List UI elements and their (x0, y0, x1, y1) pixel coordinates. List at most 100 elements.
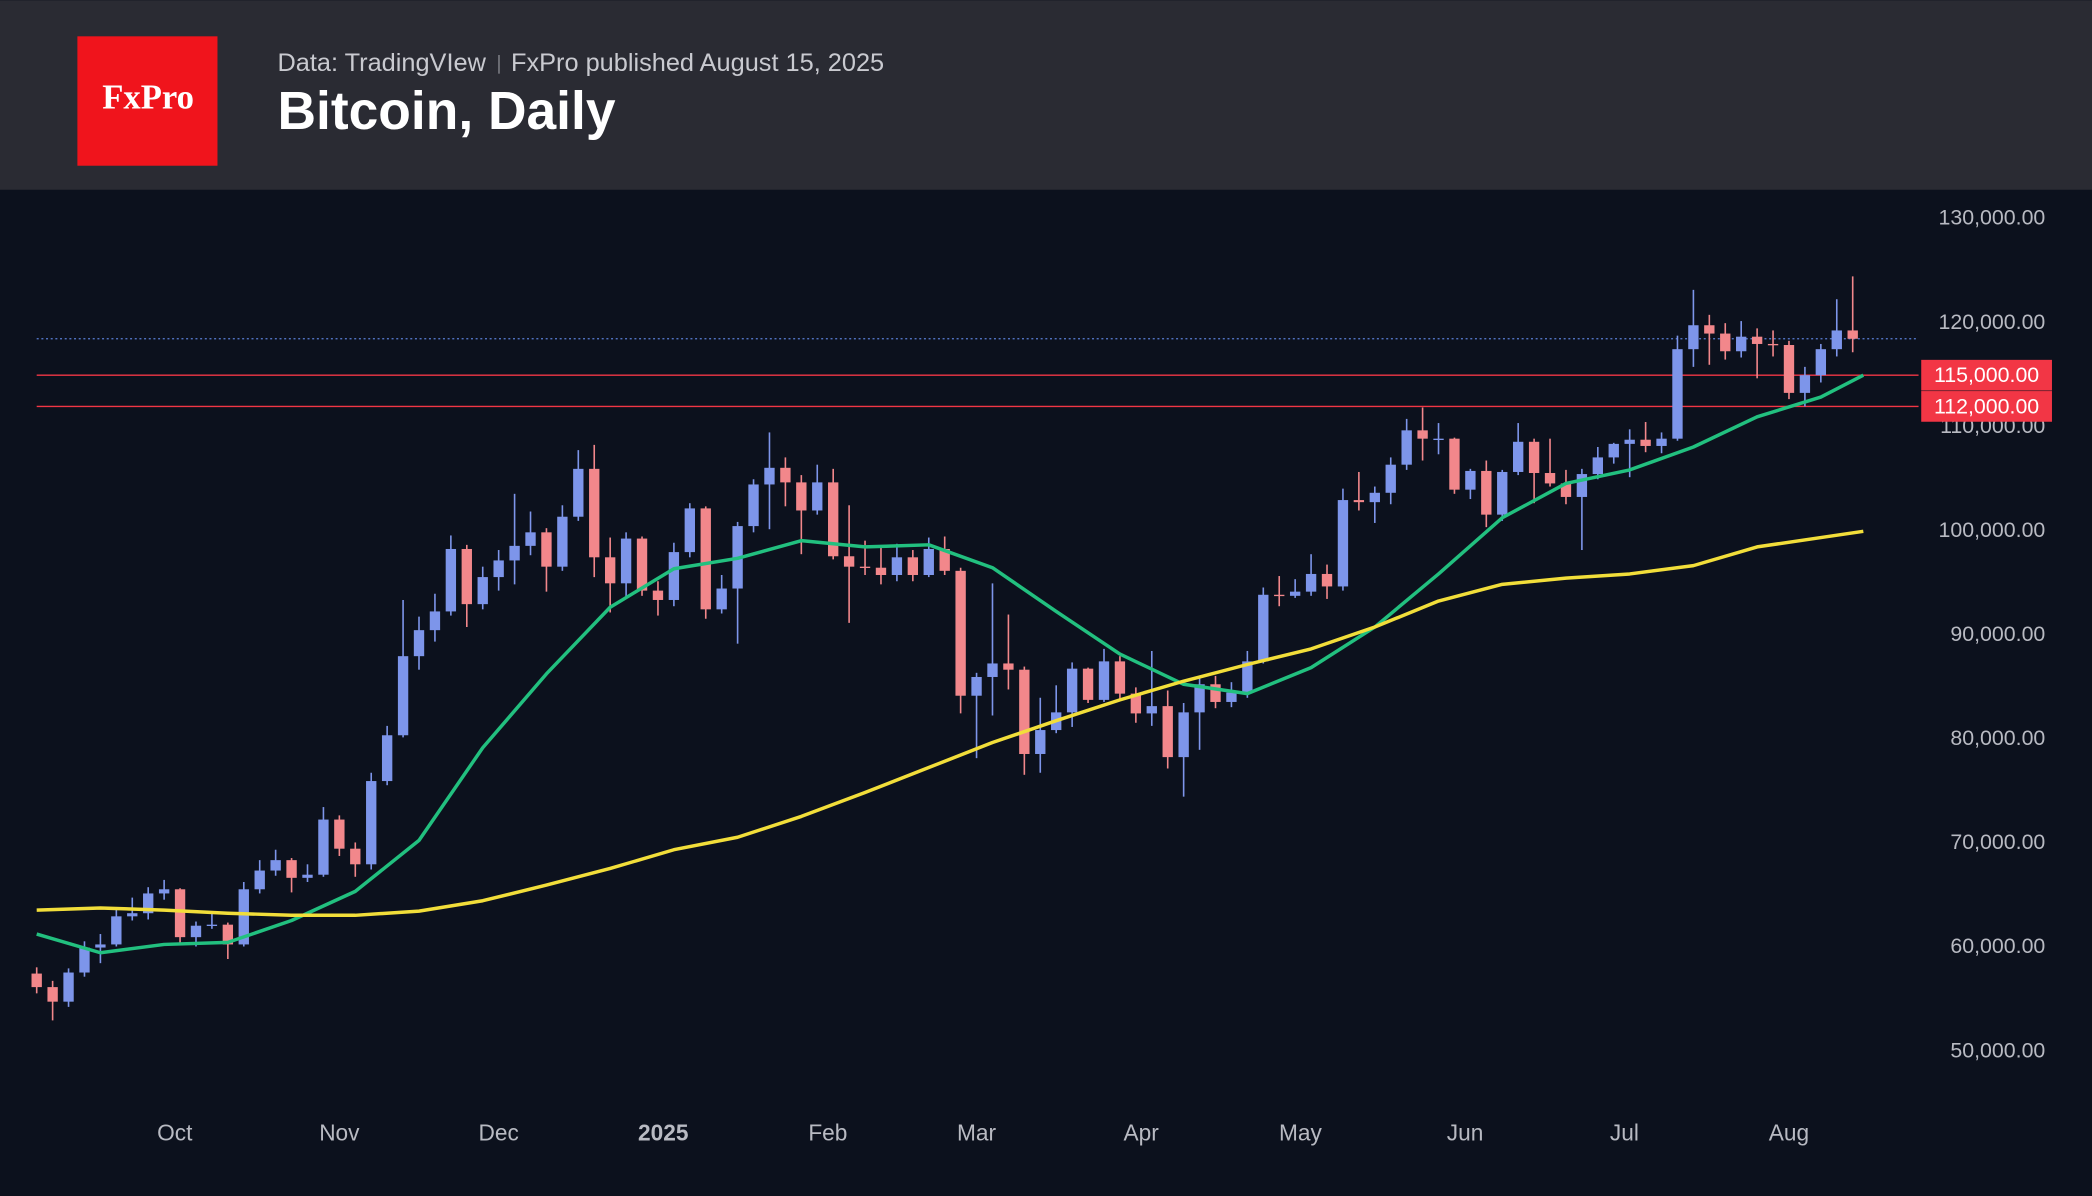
candle-body (1449, 438, 1460, 490)
candle-body (764, 467, 775, 485)
level-label-box (1921, 359, 2052, 391)
candle-body (1353, 500, 1365, 503)
candle-body (1751, 336, 1763, 344)
candle-body (1656, 438, 1667, 446)
candle-body (1783, 345, 1795, 393)
candle-body (1624, 439, 1635, 444)
candle-body (1274, 594, 1285, 597)
candle-body (891, 557, 903, 575)
candle-body (413, 630, 425, 657)
candle-body (1369, 492, 1380, 503)
candle-body (397, 656, 409, 736)
x-tick-label: Feb (808, 1119, 847, 1145)
candle-body (1305, 573, 1317, 592)
candle-body (1162, 706, 1173, 758)
candle-body (158, 889, 170, 894)
candle-body (684, 508, 695, 553)
candle-body (1401, 430, 1412, 465)
candle-body (1226, 692, 1237, 702)
candle-body (604, 557, 616, 584)
candle-body (1321, 573, 1333, 587)
candle-body (1672, 349, 1683, 439)
candle-body (127, 913, 138, 917)
candle-body (1831, 330, 1842, 350)
candle-body (1098, 661, 1110, 700)
y-tick-label: 120,000.00 (1939, 310, 2046, 334)
candle-body (1608, 443, 1619, 458)
x-tick-label: Mar (957, 1119, 996, 1145)
candle-body (1019, 669, 1030, 754)
candle-body (350, 848, 361, 865)
candle-body (636, 538, 648, 591)
candle-body (1560, 483, 1572, 497)
candle-body (1465, 470, 1476, 490)
published-date: FxPro published August 15, 2025 (511, 49, 884, 77)
candle-body (557, 516, 568, 567)
candle-body (1815, 349, 1827, 376)
candle-body (493, 560, 504, 578)
y-tick-label: 130,000.00 (1939, 206, 2046, 230)
candle-body (1512, 441, 1524, 472)
candle-body (63, 972, 74, 1002)
level-label: 115,000.00 (1934, 363, 2039, 387)
y-tick-label: 80,000.00 (1950, 726, 2045, 750)
candle-body (1385, 464, 1396, 493)
chart-title: Bitcoin, Daily (278, 82, 616, 141)
candle-body (1146, 706, 1157, 714)
candle-body (1528, 441, 1540, 474)
candle-body (1544, 473, 1556, 484)
x-tick-label: Jun (1447, 1119, 1484, 1145)
logo-text: FxPro (102, 77, 194, 116)
candle-body (1704, 325, 1715, 334)
candle-body (31, 973, 42, 988)
y-tick-label: 90,000.00 (1950, 622, 2045, 646)
candle-body (1289, 591, 1301, 596)
candle-body (174, 889, 186, 938)
candle-body (1640, 439, 1651, 446)
level-label: 112,000.00 (1934, 394, 2039, 418)
candle-body (190, 925, 202, 938)
x-tick-label: Aug (1769, 1119, 1809, 1145)
candle-body (445, 548, 457, 612)
candle-body (1178, 712, 1189, 758)
candle-body (939, 548, 950, 571)
x-tick-label: Nov (319, 1119, 360, 1145)
y-tick-label: 50,000.00 (1950, 1038, 2045, 1062)
candle-body (589, 468, 600, 558)
candle-body (748, 484, 759, 527)
candle-body (1082, 668, 1094, 700)
candle-body (1130, 693, 1142, 714)
x-tick-label: Dec (478, 1119, 518, 1145)
logo-box (77, 36, 218, 166)
candle-body (1720, 333, 1731, 352)
candle-body (780, 467, 791, 483)
candle-body (1066, 668, 1078, 713)
candle-body (971, 676, 982, 696)
candle-body (1258, 594, 1269, 662)
candle-body (828, 482, 839, 557)
candle-body (318, 819, 329, 875)
x-tick-label: May (1279, 1119, 1322, 1145)
candle-body (366, 781, 377, 865)
candle-body (1481, 470, 1492, 515)
candle-body (796, 482, 807, 511)
candle-body (302, 874, 313, 878)
candle-body (1242, 661, 1253, 693)
candle-body (573, 468, 584, 517)
candle-body (700, 508, 711, 610)
candle-body (238, 889, 249, 945)
candle-body (1688, 325, 1699, 350)
candle-body (843, 556, 855, 567)
candle-body (334, 819, 345, 849)
x-tick-label: Oct (157, 1119, 193, 1145)
candle-body (955, 570, 966, 696)
candle-body (1337, 500, 1349, 587)
level-label-box (1921, 391, 2052, 422)
x-tick-label: Jul (1610, 1119, 1639, 1145)
candle-body (79, 947, 90, 973)
candle-body (1576, 474, 1588, 497)
candle-body (812, 482, 823, 511)
